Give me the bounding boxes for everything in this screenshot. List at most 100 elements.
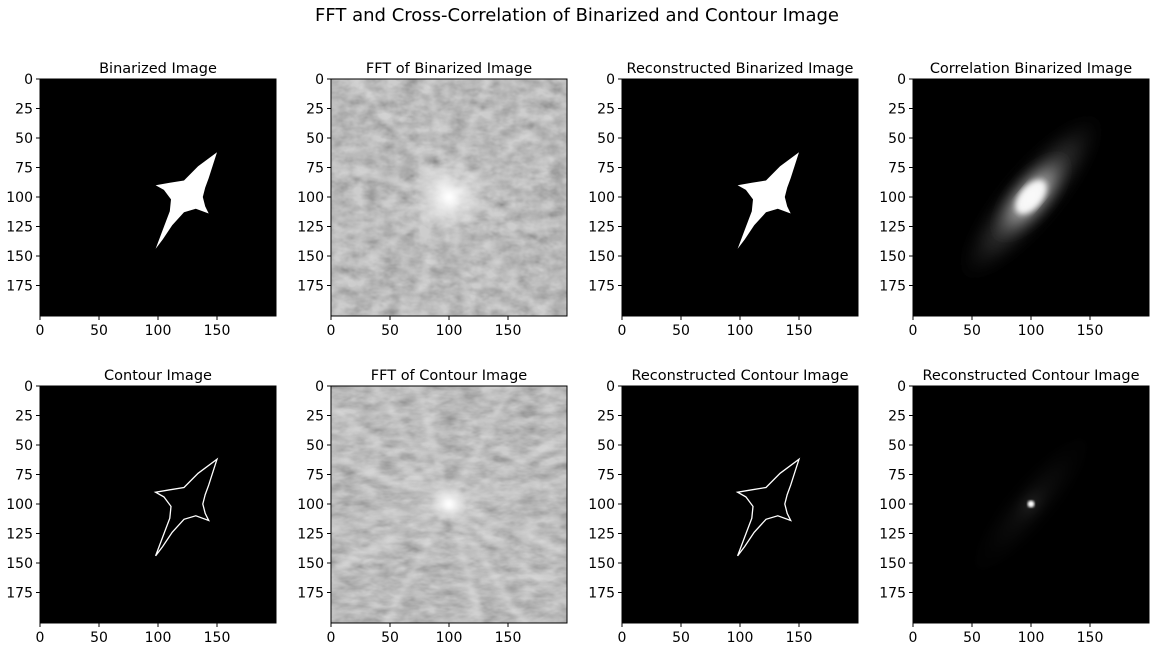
y-tick-label: 25 — [888, 102, 906, 118]
panel-1: Binarized Image 0 50 100 150 0 25 50 75 100 125 150… — [6, 61, 277, 339]
y-tick-label: 50 — [15, 438, 33, 454]
y-tick-label: 150 — [879, 249, 906, 265]
y-tick-label: 0 — [315, 72, 324, 88]
y-tick-label: 25 — [15, 409, 33, 425]
y-tick-label: 25 — [597, 102, 615, 118]
y-tick-label: 150 — [879, 556, 906, 572]
y-tick-label: 0 — [24, 379, 33, 395]
y-tick-label: 25 — [15, 102, 33, 118]
x-tick-label: 0 — [36, 323, 45, 339]
x-tick-label: 100 — [145, 630, 172, 646]
y-tick-label: 125 — [6, 220, 33, 236]
y-tick-label: 125 — [588, 220, 615, 236]
shape-contour — [153, 457, 219, 557]
y-tick-label: 150 — [588, 249, 615, 265]
y-tick-label: 75 — [597, 468, 615, 484]
fft-center-peak — [411, 159, 487, 235]
x-tick-label: 50 — [672, 630, 690, 646]
image-area — [40, 386, 276, 623]
y-tick-label: 125 — [879, 527, 906, 543]
x-tick-label: 0 — [909, 323, 918, 339]
y-tick-label: 150 — [297, 556, 324, 572]
x-tick-label: 0 — [618, 323, 627, 339]
y-tick-label: 100 — [6, 497, 33, 513]
image-area — [913, 386, 1149, 623]
panel-7: Reconstructed Contour Image 0 50 100 150 0 25 5… — [588, 368, 859, 646]
image-background — [40, 79, 276, 316]
shape-fill — [737, 152, 799, 249]
y-tick-label: 175 — [6, 586, 33, 602]
shape-fill — [155, 152, 217, 249]
y-tick-label: 175 — [588, 279, 615, 295]
image-area — [331, 386, 567, 623]
x-tick-label: 50 — [381, 323, 399, 339]
x-tick-label: 100 — [436, 630, 463, 646]
panel-title: Binarized Image — [99, 61, 217, 77]
y-tick-label: 50 — [888, 438, 906, 454]
x-tick-label: 100 — [436, 323, 463, 339]
panel-title: FFT of Binarized Image — [366, 61, 532, 77]
y-tick-label: 125 — [297, 220, 324, 236]
image-background — [622, 79, 858, 316]
y-tick-label: 50 — [597, 131, 615, 147]
panel-title: Reconstructed Binarized Image — [627, 61, 854, 77]
y-tick-label: 100 — [879, 497, 906, 513]
y-tick-label: 50 — [306, 438, 324, 454]
panel-6: FFT of Contour Image 0 50 100 150 0 25 50 75 100 1… — [297, 368, 568, 646]
y-tick-label: 0 — [606, 72, 615, 88]
x-tick-label: 50 — [90, 630, 108, 646]
x-tick-label: 150 — [786, 630, 813, 646]
y-tick-label: 150 — [6, 249, 33, 265]
panel-8: Reconstructed Contour Image 0 50 100 150 0 25 5… — [879, 368, 1150, 646]
image-area — [40, 79, 276, 316]
y-tick-label: 50 — [306, 131, 324, 147]
x-tick-label: 150 — [786, 323, 813, 339]
x-tick-label: 100 — [1018, 630, 1045, 646]
x-tick-label: 50 — [963, 323, 981, 339]
y-tick-label: 50 — [888, 131, 906, 147]
panel-title: Contour Image — [104, 368, 212, 384]
y-tick-label: 75 — [306, 161, 324, 177]
image-background — [40, 386, 276, 623]
y-tick-label: 100 — [297, 497, 324, 513]
y-tick-label: 0 — [897, 379, 906, 395]
x-tick-label: 100 — [727, 630, 754, 646]
correlation-blob — [953, 106, 1109, 288]
panel-3: Reconstructed Binarized Image 0 50 100 150 0 2… — [588, 61, 859, 339]
y-tick-label: 75 — [597, 161, 615, 177]
x-tick-label: 150 — [204, 630, 231, 646]
image-area — [622, 386, 858, 623]
y-tick-label: 175 — [297, 586, 324, 602]
y-tick-label: 100 — [297, 190, 324, 206]
x-tick-label: 150 — [1077, 323, 1104, 339]
x-tick-label: 150 — [495, 630, 522, 646]
panel-5: Contour Image 0 50 100 150 0 25 50 75 100 125 150 17… — [6, 368, 277, 646]
y-tick-label: 25 — [597, 409, 615, 425]
y-tick-label: 100 — [588, 190, 615, 206]
shape-contour — [735, 457, 801, 557]
y-tick-label: 100 — [879, 190, 906, 206]
panel-4: Correlation Binarized Image 0 50 100 150 0 25 5… — [879, 61, 1150, 339]
x-tick-label: 0 — [327, 630, 336, 646]
x-tick-label: 50 — [672, 323, 690, 339]
x-tick-label: 50 — [381, 630, 399, 646]
image-background — [622, 386, 858, 623]
x-tick-label: 0 — [36, 630, 45, 646]
y-tick-label: 50 — [15, 131, 33, 147]
x-tick-label: 100 — [727, 323, 754, 339]
panel-title: Correlation Binarized Image — [930, 61, 1132, 77]
panel-title: FFT of Contour Image — [371, 368, 527, 384]
fft-center-peak — [431, 486, 467, 522]
y-tick-label: 125 — [297, 527, 324, 543]
x-tick-label: 0 — [327, 323, 336, 339]
y-tick-label: 75 — [15, 161, 33, 177]
panel-2: FFT of Binarized Image 0 50 100 150 0 25 50 75 10… — [297, 61, 568, 339]
panel-title: Reconstructed Contour Image — [631, 368, 848, 384]
y-tick-label: 175 — [6, 279, 33, 295]
x-tick-label: 50 — [90, 323, 108, 339]
y-tick-label: 175 — [297, 279, 324, 295]
image-area — [622, 79, 858, 316]
y-tick-label: 75 — [888, 161, 906, 177]
y-tick-label: 125 — [879, 220, 906, 236]
